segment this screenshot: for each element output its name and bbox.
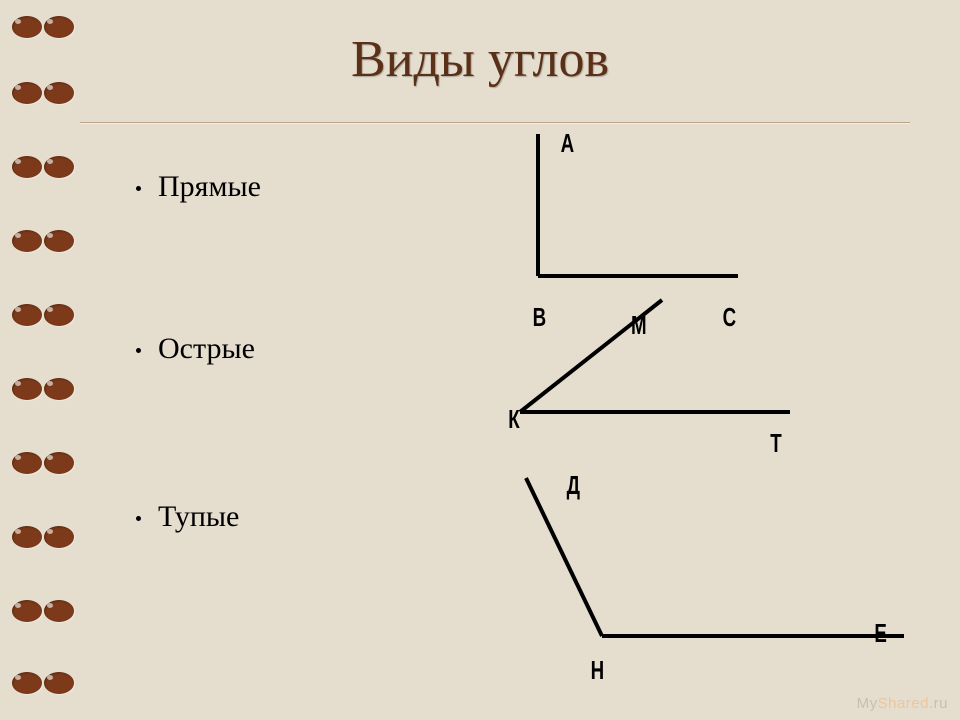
decor-spot — [44, 156, 74, 178]
angle-point-label: Н — [591, 655, 605, 686]
decor-spot — [12, 378, 42, 400]
watermark-part: .ru — [929, 695, 948, 712]
decor-spot — [12, 526, 42, 548]
decor-spot — [44, 304, 74, 326]
decor-spot — [12, 672, 42, 694]
angle-point-label: A — [561, 128, 575, 159]
decor-spot — [12, 16, 42, 38]
decor-spot — [12, 304, 42, 326]
decor-spot — [44, 378, 74, 400]
decor-spot — [44, 452, 74, 474]
decor-spot — [44, 672, 74, 694]
decor-spot — [12, 452, 42, 474]
decor-spot — [44, 230, 74, 252]
angles-diagram — [0, 0, 960, 720]
watermark: MyShared.ru — [857, 695, 948, 712]
angle-point-label: К — [508, 404, 519, 435]
decor-spot — [44, 16, 74, 38]
decor-spot — [44, 526, 74, 548]
angle-point-label: Е — [874, 618, 886, 649]
watermark-part: My — [857, 695, 878, 712]
decor-spot — [12, 156, 42, 178]
decor-spot — [12, 230, 42, 252]
slide: Виды углов ПрямыеОстрыеТупые ABCМКТДНЕ M… — [0, 0, 960, 720]
decor-spot — [44, 600, 74, 622]
angle-point-label: М — [631, 310, 647, 341]
watermark-part: Shared — [878, 695, 929, 712]
decor-spot — [12, 600, 42, 622]
decor-spot — [44, 82, 74, 104]
angle-point-label: C — [723, 302, 737, 333]
angle-point-label: B — [533, 302, 547, 333]
angle-point-label: Д — [567, 470, 580, 501]
decor-spot — [12, 82, 42, 104]
angle-point-label: Т — [770, 428, 781, 459]
